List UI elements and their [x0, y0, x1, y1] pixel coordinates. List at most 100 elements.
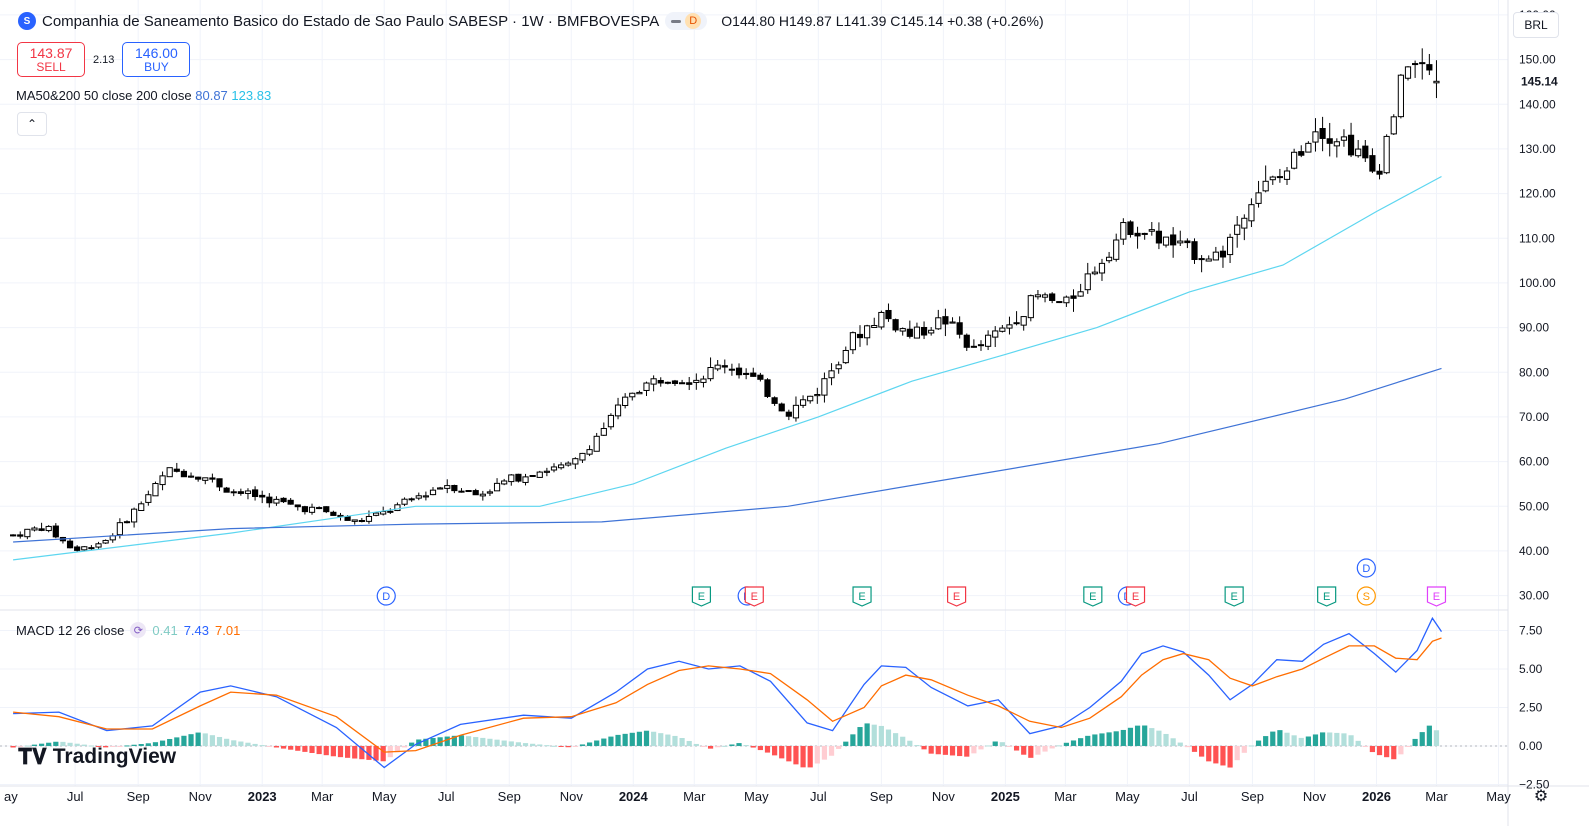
macd-histogram-bar [629, 732, 635, 746]
event-marker-earnings-positive[interactable]: E [1083, 586, 1103, 607]
macd-histogram-bar [565, 745, 571, 748]
candle-body [1305, 142, 1312, 153]
macd-histogram-bar [1006, 745, 1013, 747]
macd-histogram-bar [430, 738, 436, 746]
event-marker-earnings-negative[interactable]: E [744, 586, 764, 607]
x-tick-label: Nov [189, 789, 213, 804]
macd-histogram-bar [465, 736, 472, 746]
macd-histogram-bar [828, 745, 835, 756]
candle-body [1041, 294, 1049, 298]
candle-body [230, 491, 237, 494]
sell-price: 143.87 [29, 44, 73, 61]
tradingview-logo[interactable]: 𝐓𝐕 TradingView [18, 744, 176, 770]
earnings-marker-shape [1317, 586, 1337, 607]
y-tick-label: 130.00 [1519, 142, 1556, 156]
high-value: 149.87 [789, 13, 832, 29]
candle-body [714, 364, 721, 370]
macd-histogram-bar [1391, 745, 1397, 760]
macd-histogram-bar [636, 731, 642, 746]
symbol-title[interactable]: Companhia de Saneamento Basico do Estado… [42, 12, 660, 30]
macd-histogram-bar [46, 742, 52, 746]
candle-body [992, 330, 999, 338]
macd-legend[interactable]: MACD 12 26 close ⟳ 0.41 7.43 7.01 [16, 622, 240, 638]
macd-histogram-bar [821, 745, 828, 760]
candle-body [1426, 64, 1433, 71]
ma-legend-label: MA50&200 50 close 200 close [16, 88, 192, 103]
buy-button[interactable]: 146.00 BUY [122, 42, 191, 77]
event-marker-earnings-negative[interactable]: E [1125, 586, 1146, 607]
macd-histogram-bar [1334, 732, 1340, 746]
marker-label: D [1362, 563, 1370, 575]
candle-body [721, 365, 728, 368]
candle-body [792, 404, 800, 419]
macd-histogram-bar [10, 745, 16, 748]
macd-histogram-bar [779, 745, 785, 759]
collapse-legend-button[interactable]: ⌃ [17, 112, 47, 136]
macd-histogram-bar [715, 745, 721, 748]
ma-legend[interactable]: MA50&200 50 close 200 close 80.87 123.83 [16, 88, 271, 103]
event-marker-dividend[interactable]: D [376, 586, 396, 606]
refresh-icon[interactable]: ⟳ [130, 622, 147, 638]
event-marker-earnings-positive[interactable]: E [1317, 586, 1337, 607]
candle-body [1056, 301, 1063, 304]
macd-histogram-bar [1120, 729, 1126, 746]
gear-icon[interactable]: ⚙ [1533, 788, 1549, 805]
x-tick-label: May [744, 789, 769, 804]
macd-histogram-bar [1099, 733, 1105, 746]
macd-histogram-bar [88, 745, 95, 747]
macd-histogram-bar [209, 735, 215, 746]
marker-circle [1356, 586, 1376, 606]
candle-body [558, 464, 565, 469]
candle-body [251, 489, 259, 498]
marker-label: E [1089, 591, 1096, 603]
candle-body [74, 546, 81, 551]
event-marker-earnings-negative[interactable]: E [946, 586, 967, 607]
macd-histogram-bar [522, 743, 529, 746]
event-marker-dividend[interactable]: D [1356, 558, 1376, 578]
event-marker-earnings-positive[interactable]: E [852, 586, 872, 607]
candle-body [1283, 170, 1291, 180]
candle-body [828, 370, 835, 379]
candle-body [1098, 262, 1106, 274]
candle-body [565, 462, 572, 466]
event-markers[interactable]: DEDEEEEDEEEDSE [376, 558, 1447, 607]
macd-histogram-bar [1127, 727, 1134, 746]
macd-histogram-bar [544, 745, 550, 747]
x-tick-label: Nov [1303, 789, 1327, 804]
macd-histogram-bar [1063, 742, 1069, 746]
sell-button[interactable]: 143.87 SELL [17, 42, 85, 77]
open-label: O [721, 13, 733, 29]
currency-selector[interactable]: BRL [1513, 12, 1559, 38]
candle-body [906, 328, 913, 337]
candle-body [1269, 176, 1276, 181]
macd-histogram-bar [1149, 728, 1155, 746]
last-price-bg [1510, 72, 1570, 91]
event-marker-earnings-positive[interactable]: E [1224, 586, 1244, 607]
y-tick-label: 40.00 [1519, 544, 1549, 558]
macd-histogram-bar [1177, 742, 1183, 746]
candle-body [1234, 224, 1241, 235]
candle-body [1184, 240, 1191, 244]
buy-label: BUY [144, 59, 169, 74]
macd-histogram-bar [302, 745, 308, 752]
macd-histogram-bar [409, 742, 415, 746]
candle-body [223, 487, 230, 493]
event-marker-earnings-upcoming[interactable]: E [1426, 586, 1447, 607]
event-marker-split[interactable]: S [1356, 586, 1376, 606]
candle-body [622, 396, 629, 406]
market-status[interactable]: D [665, 12, 708, 30]
macd-histogram-bar [95, 745, 102, 747]
macd-histogram-bar [892, 733, 899, 746]
macd-histogram-bar [1263, 736, 1269, 746]
candle-body [1070, 295, 1077, 299]
event-marker-earnings-positive[interactable]: E [691, 586, 712, 607]
macd-histogram-bar [508, 741, 514, 746]
candle-body [1291, 151, 1298, 169]
macd-histogram-bar [615, 734, 621, 746]
macd-histogram-bar [1028, 745, 1034, 758]
candle-body [422, 495, 429, 498]
candle-body [166, 467, 173, 478]
candle-body [1412, 63, 1419, 66]
open-value: 144.80 [732, 13, 775, 29]
